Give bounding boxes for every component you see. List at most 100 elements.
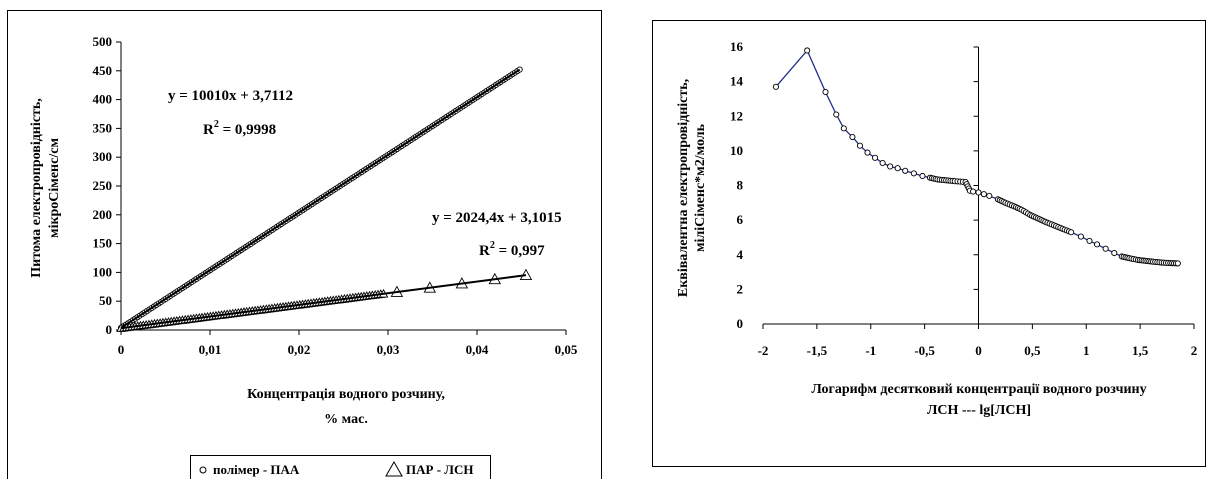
y-tick-label: 50 [99, 293, 112, 308]
series-markers [772, 47, 1181, 267]
x-tick-label: 0,02 [288, 342, 311, 357]
chart-border [652, 20, 1206, 467]
x-tick-label: -0,5 [914, 343, 935, 358]
data-point-lsn [519, 268, 533, 281]
y-tick-label: 12 [730, 108, 743, 123]
data-point [986, 192, 993, 199]
y-tick-label: 250 [93, 178, 113, 193]
r2-value: = 0,9998 [219, 122, 276, 138]
trendline-lsn [120, 274, 527, 330]
y-tick-label: 8 [737, 178, 744, 193]
tick-labels: 0 50 100 150 200 250 300 350 400 450 500 0 0,01 0,02 0… [93, 34, 578, 357]
data-point [849, 133, 856, 141]
x-tick-label: 2 [1191, 343, 1198, 358]
data-point [772, 83, 779, 90]
data-point [1093, 241, 1101, 248]
tick-labels: 0 2 4 6 8 10 12 14 16 -2 -1,5 -1 -0,5 0 0,5 1 1,5 2 [730, 39, 1197, 358]
r2-sup: 2 [490, 240, 495, 251]
data-point [887, 163, 894, 170]
series-line [775, 49, 1178, 265]
axes [116, 41, 567, 335]
series-line-path [775, 49, 1178, 265]
x-tick-label: 0,01 [199, 342, 222, 357]
x-tick-label: 0 [975, 343, 982, 358]
data-point [919, 172, 926, 180]
x-axis-title-line-2: ЛСН --- lg[ЛСН] [927, 403, 1031, 418]
trendline-paa [120, 68, 521, 329]
legend-label-paa: полімер - ПАА [213, 462, 300, 477]
equivalent-conductivity-chart: 0 2 4 6 8 10 12 14 16 -2 -1,5 -1 -0,5 0 0,5 1 1,5 2 Еквів… [652, 20, 1206, 467]
legend-circle-marker [199, 466, 207, 474]
legend: полімер - ПАА ПАР - ЛСН [190, 455, 491, 484]
data-point [980, 191, 987, 198]
x-axis-title-line-1: Концентрація водного розчину, [247, 387, 445, 402]
y-tick-label: 4 [737, 247, 744, 262]
x-tick-label: 0,03 [377, 342, 400, 357]
y-tick-label: 200 [93, 207, 113, 222]
data-point [970, 188, 977, 195]
data-point [872, 154, 879, 161]
data-point [840, 125, 847, 132]
data-point [975, 189, 982, 196]
y-axis-title-line-1: Питома електропровідність, [29, 98, 44, 278]
x-tick-label: -2 [758, 343, 769, 358]
y-tick-label: 400 [93, 92, 113, 107]
conductivity-chart: 0 50 100 150 200 250 300 350 400 450 500 0 0,01 0,02 0… [7, 10, 602, 484]
legend-label-lsn: ПАР - ЛСН [406, 462, 473, 477]
y-tick-label: 0 [106, 322, 113, 337]
y-tick-label: 16 [730, 39, 744, 54]
data-point [1174, 260, 1181, 267]
y-tick-label: 100 [93, 264, 113, 279]
data-point [879, 159, 886, 167]
equation-paa: y = 10010x + 3,7112 [168, 88, 293, 104]
y-tick-label: 150 [93, 236, 113, 251]
r2-sup: 2 [214, 119, 219, 130]
x-axis-title-line-2: % мас. [324, 412, 368, 427]
data-point [902, 167, 909, 174]
data-point [894, 165, 901, 172]
x-tick-label: 1,5 [1132, 343, 1149, 358]
trendlines [120, 68, 527, 330]
x-tick-label: 0,5 [1024, 343, 1041, 358]
y-tick-label: 500 [93, 34, 113, 49]
r2-label: R [479, 243, 490, 259]
y-tick-label: 6 [737, 212, 744, 227]
r2-label: R [203, 122, 214, 138]
y-axis-title-line-1: Еквівалентна електропровідність, [676, 79, 691, 297]
y-tick-label: 14 [730, 74, 744, 89]
y-tick-label: 2 [737, 281, 744, 296]
y-axis-title-line-2: міліСіменс*м2/моль [693, 123, 708, 252]
x-tick-label: 0,05 [555, 342, 578, 357]
equation-lsn: y = 2024,4x + 3,1015 [432, 210, 562, 226]
x-tick-label: 0 [118, 342, 125, 357]
axes [762, 46, 1195, 329]
x-tick-label: -1 [865, 343, 876, 358]
conductivity-chart-panel: 0 50 100 150 200 250 300 350 400 450 500 0 0,01 0,02 0… [0, 0, 610, 484]
y-tick-label: 0 [737, 316, 744, 331]
data-point [1077, 233, 1084, 240]
y-tick-label: 10 [730, 143, 743, 158]
data-point [1111, 249, 1118, 257]
y-tick-label: 300 [93, 149, 113, 164]
data-point [804, 47, 811, 54]
x-tick-label: 1 [1083, 343, 1090, 358]
data-point [910, 170, 917, 177]
equivalent-conductivity-chart-panel: 0 2 4 6 8 10 12 14 16 -2 -1,5 -1 -0,5 0 0,5 1 1,5 2 Еквів… [652, 0, 1214, 479]
r2-lsn: R2 = 0,997 [479, 240, 545, 259]
y-tick-label: 350 [93, 120, 113, 135]
r2-paa: R2 = 0,9998 [203, 119, 276, 138]
data-point [1086, 237, 1093, 244]
x-tick-label: -1,5 [807, 343, 828, 358]
x-axis-title-line-1: Логарифм десятковий концентрації водного… [811, 382, 1146, 397]
data-point [856, 142, 864, 149]
x-tick-label: 0,04 [466, 342, 489, 357]
data-point [833, 111, 840, 118]
data-point [864, 149, 871, 156]
legend-triangle-marker [385, 460, 403, 477]
y-axis-title-line-2: мікроСіменс/см [47, 138, 62, 238]
series-markers [116, 66, 533, 332]
r2-value: = 0,997 [495, 243, 545, 259]
y-tick-label: 450 [93, 63, 113, 78]
data-point [1102, 245, 1109, 252]
data-point [1068, 229, 1075, 236]
